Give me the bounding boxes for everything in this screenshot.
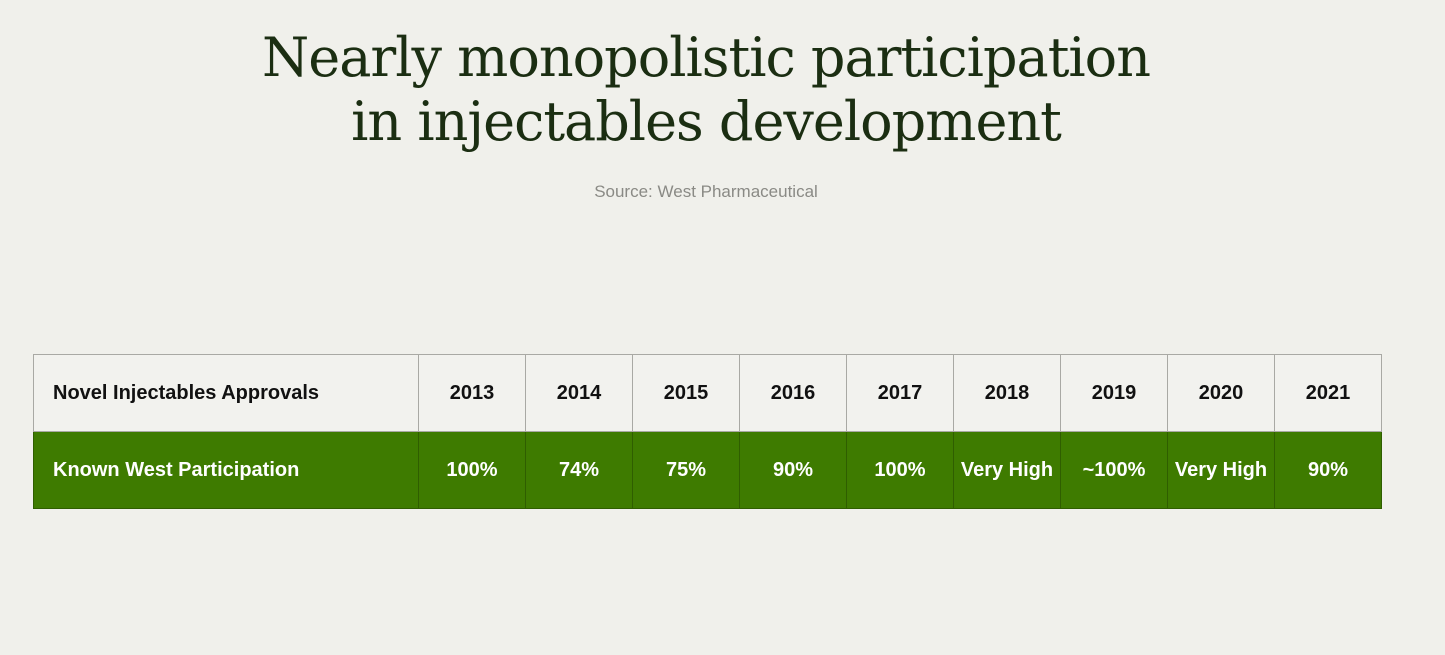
participation-label-cell: Known West Participation: [33, 431, 419, 509]
participation-value-2020: Very High: [1167, 431, 1275, 509]
header-year-2014: 2014: [525, 354, 633, 432]
header-year-2018: 2018: [953, 354, 1061, 432]
participation-table: Novel Injectables Approvals 2013 2014 20…: [33, 354, 1382, 509]
header-year-2013: 2013: [418, 354, 526, 432]
header-label-cell: Novel Injectables Approvals: [33, 354, 419, 432]
participation-value-2014: 74%: [525, 431, 633, 509]
participation-value-2018: Very High: [953, 431, 1061, 509]
header-year-2021: 2021: [1274, 354, 1382, 432]
participation-value-2013: 100%: [418, 431, 526, 509]
header-row: Novel Injectables Approvals 2013 2014 20…: [33, 354, 1382, 432]
participation-value-2019: ~100%: [1060, 431, 1168, 509]
participation-value-2015: 75%: [632, 431, 740, 509]
chart-source: Source: West Pharmaceutical: [594, 182, 818, 201]
participation-value-2017: 100%: [846, 431, 954, 509]
participation-row: Known West Participation 100% 74% 75% 90…: [33, 431, 1382, 509]
participation-value-2021: 90%: [1274, 431, 1382, 509]
header-year-2017: 2017: [846, 354, 954, 432]
header-year-2016: 2016: [739, 354, 847, 432]
header-year-2019: 2019: [1060, 354, 1168, 432]
participation-value-2016: 90%: [739, 431, 847, 509]
chart-title: Nearly monopolistic participation in inj…: [0, 26, 1412, 154]
header-year-2015: 2015: [632, 354, 740, 432]
chart-title-line-2: in injectables development: [351, 90, 1062, 153]
header-year-2020: 2020: [1167, 354, 1275, 432]
chart-title-line-1: Nearly monopolistic participation: [262, 26, 1151, 89]
